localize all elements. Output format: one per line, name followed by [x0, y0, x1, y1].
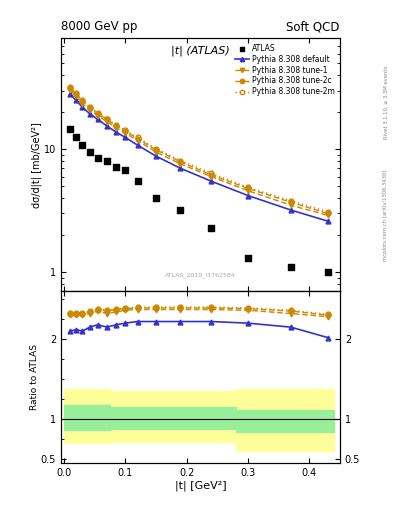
Text: |t| (ATLAS): |t| (ATLAS): [171, 46, 230, 56]
Text: Soft QCD: Soft QCD: [286, 20, 340, 33]
X-axis label: |t| [GeV²]: |t| [GeV²]: [174, 481, 226, 492]
Point: [95, 154, 101, 162]
Point: [245, 254, 251, 262]
Legend: ATLAS, Pythia 8.308 default, Pythia 8.308 tune-1, Pythia 8.308 tune-2c, Pythia 8: ATLAS, Pythia 8.308 default, Pythia 8.30…: [233, 42, 336, 98]
Text: ATLAS_2019_I1762584: ATLAS_2019_I1762584: [165, 273, 236, 279]
Point: [208, 224, 214, 232]
Y-axis label: Ratio to ATLAS: Ratio to ATLAS: [30, 344, 39, 410]
Text: 8000 GeV pp: 8000 GeV pp: [61, 20, 137, 33]
Point: [288, 263, 294, 271]
Point: [113, 163, 119, 171]
Point: [177, 206, 184, 214]
Point: [67, 125, 73, 134]
Point: [104, 157, 110, 165]
Point: [79, 141, 86, 150]
Point: [153, 194, 159, 202]
Point: [122, 166, 129, 174]
Point: [134, 177, 141, 185]
Y-axis label: dσ/d|t| [mb/GeV²]: dσ/d|t| [mb/GeV²]: [32, 122, 42, 208]
Point: [325, 268, 331, 276]
Text: mcplots.cern.ch [arXiv:1306.3436]: mcplots.cern.ch [arXiv:1306.3436]: [384, 169, 388, 261]
Point: [86, 148, 93, 156]
Point: [73, 133, 79, 141]
Text: Rivet 3.1.10, ≥ 3.3M events: Rivet 3.1.10, ≥ 3.3M events: [384, 66, 388, 139]
